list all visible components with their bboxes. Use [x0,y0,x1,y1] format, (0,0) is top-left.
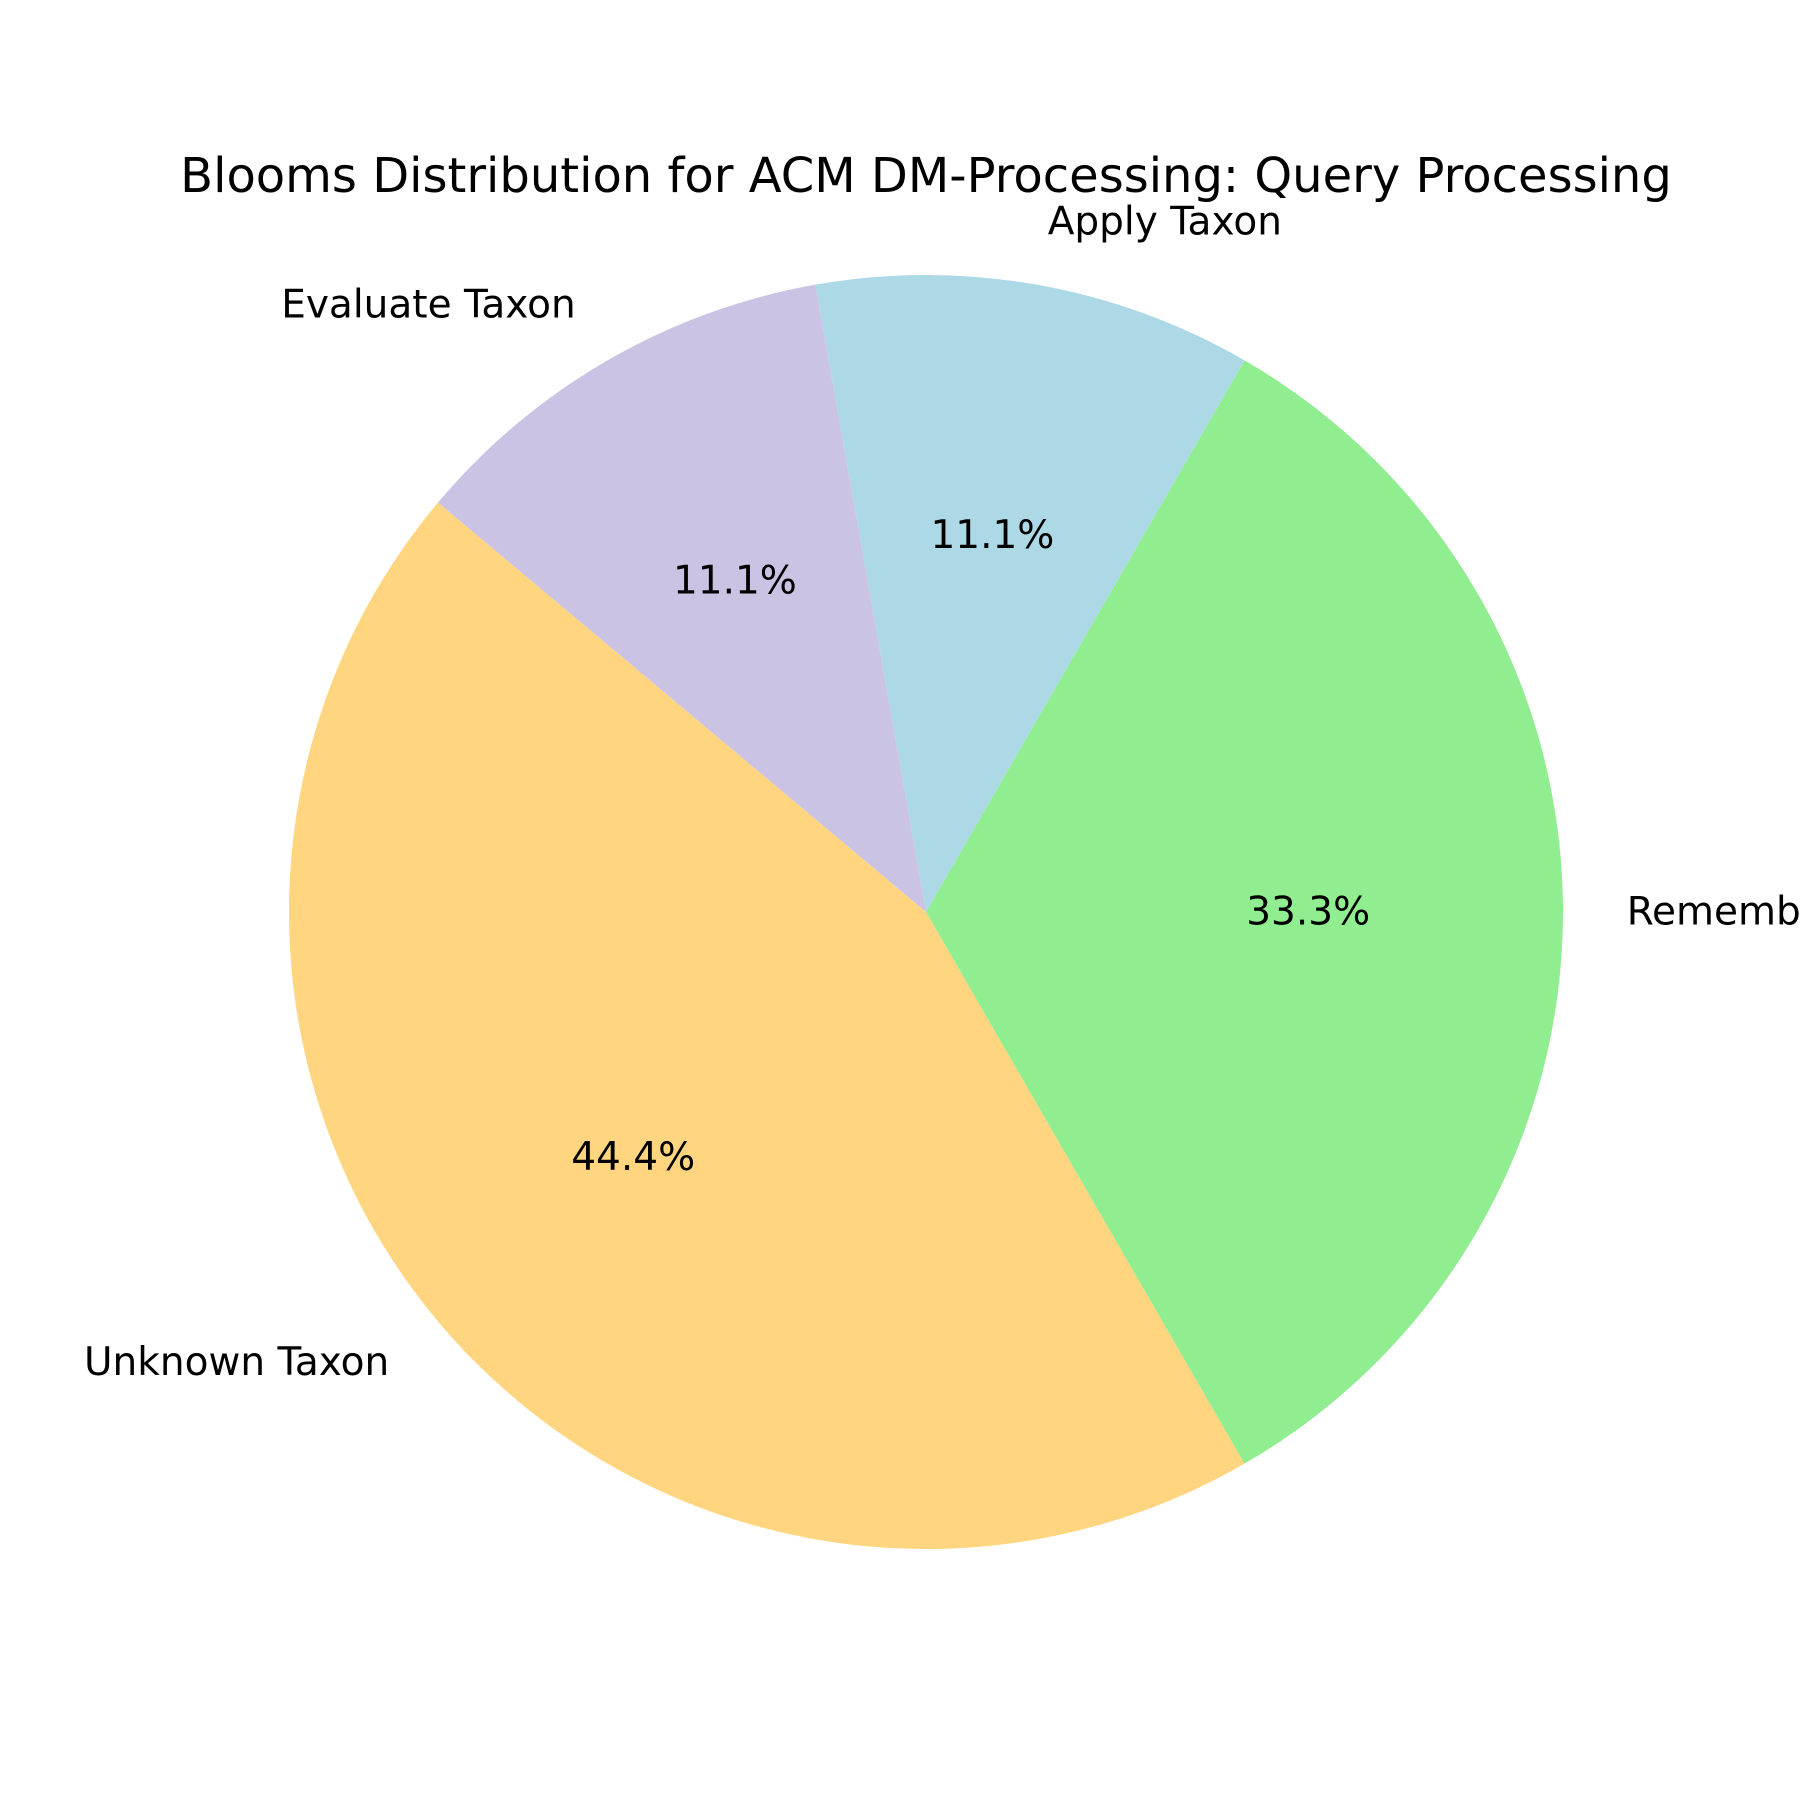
percent-label-apply-taxon: 11.1% [930,513,1054,558]
percent-label-unknown-taxon: 44.4% [571,1135,695,1180]
chart-title: Blooms Distribution for ACM DM-Processin… [180,148,1672,204]
pie-slices [288,275,1564,1550]
pie-slice-evaluate-taxon [438,284,926,912]
pie-slice-apply-taxon [815,275,1245,912]
slice-label-apply-taxon: Apply Taxon [1048,199,1282,244]
pie-labels: Unknown Taxon 44.4% Remember Taxon 33.3% App… [84,199,1800,1385]
slice-label-evaluate-taxon: Evaluate Taxon [281,283,575,328]
pie-slice-remember-taxon [926,360,1564,1464]
percent-label-evaluate-taxon: 11.1% [673,559,797,604]
slice-label-remember-taxon: Remember Taxon [1627,890,1800,935]
percent-label-remember-taxon: 33.3% [1246,890,1370,935]
slice-label-unknown-taxon: Unknown Taxon [84,1340,389,1385]
pie-slice-unknown-taxon [288,502,1245,1550]
